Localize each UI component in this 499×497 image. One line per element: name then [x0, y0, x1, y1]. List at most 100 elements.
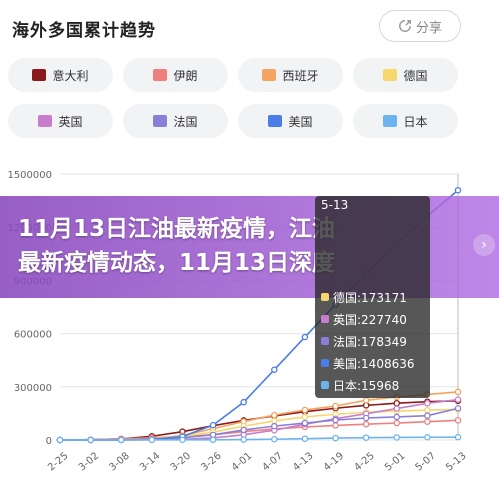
- data-point: [393, 399, 401, 407]
- data-point: [454, 417, 462, 424]
- data-point: [424, 418, 431, 425]
- data-point: [301, 406, 309, 414]
- tooltip-date: 5-13: [321, 198, 349, 212]
- legend-swatch: [268, 115, 283, 127]
- x-tick-label: 3-20: [169, 451, 193, 474]
- data-point: [393, 413, 401, 421]
- legend-swatch: [383, 69, 398, 81]
- tooltip-row: 美国:1408636: [321, 354, 415, 372]
- data-point: [393, 434, 401, 441]
- data-point: [454, 405, 462, 412]
- x-tick-label: 5-01: [383, 451, 407, 474]
- x-tick-label: 4-13: [291, 451, 315, 474]
- data-point: [301, 333, 309, 341]
- x-tick-label: 4-25: [352, 451, 376, 474]
- x-tick-label: 4-01: [230, 451, 254, 474]
- legend-swatch: [38, 115, 53, 127]
- data-point: [271, 366, 278, 373]
- tooltip-text: 日本:15968: [333, 378, 400, 393]
- data-point: [393, 419, 401, 427]
- data-point: [454, 186, 462, 194]
- x-tick-label: 4-07: [260, 451, 284, 474]
- data-point: [117, 436, 125, 444]
- data-point: [454, 396, 462, 403]
- data-point: [56, 436, 64, 444]
- y-tick-label: 300000: [14, 383, 52, 394]
- data-point: [240, 436, 247, 443]
- data-point: [332, 402, 339, 410]
- x-tick-label: 4-19: [322, 451, 346, 474]
- share-icon: [399, 20, 411, 32]
- data-point: [271, 422, 278, 430]
- series-line: [59, 436, 459, 441]
- data-point: [424, 406, 431, 414]
- legend-item-germany[interactable]: 德国: [353, 58, 458, 92]
- legend-item-uk[interactable]: 英国: [8, 104, 113, 138]
- data-point: [332, 416, 339, 424]
- tooltip-row: 德国:173171: [321, 288, 407, 306]
- legend-item-spain[interactable]: 西班牙: [238, 58, 343, 92]
- data-point: [454, 388, 462, 396]
- y-tick-label: 0: [46, 436, 52, 447]
- tooltip-row: 英国:227740: [321, 310, 407, 328]
- share-label: 分享: [415, 20, 442, 36]
- data-point: [148, 436, 156, 444]
- legend-item-usa[interactable]: 美国: [238, 104, 343, 138]
- data-point: [179, 436, 186, 444]
- chevron-right-icon[interactable]: ›: [473, 234, 495, 256]
- tooltip-swatch: [321, 293, 329, 301]
- data-point: [362, 397, 370, 404]
- data-point: [301, 419, 309, 427]
- legend-item-japan[interactable]: 日本: [353, 104, 458, 138]
- chart-tooltip: 5-13 德国:173171 英国:227740 法国:178349 美国:14…: [315, 196, 430, 398]
- data-point: [271, 417, 278, 425]
- tooltip-swatch: [321, 337, 329, 345]
- data-point: [87, 436, 94, 444]
- x-tick-label: 3-26: [199, 451, 223, 474]
- data-point: [424, 433, 431, 441]
- legend-item-france[interactable]: 法国: [123, 104, 228, 138]
- legend-swatch: [153, 115, 168, 127]
- x-tick-label: 3-02: [77, 451, 101, 474]
- data-point: [271, 435, 278, 443]
- data-point: [301, 435, 309, 442]
- headline-line-2: 最新疫情动态，11月13日深度: [18, 250, 336, 276]
- data-point: [393, 405, 401, 412]
- data-point: [332, 422, 339, 429]
- data-point: [240, 426, 247, 434]
- share-button[interactable]: 分享: [379, 10, 461, 42]
- legend-label: 美国: [288, 114, 313, 129]
- data-point: [209, 421, 217, 429]
- data-point: [362, 414, 370, 422]
- legend-item-iran[interactable]: 伊朗: [123, 58, 228, 92]
- y-tick-label: 600000: [14, 330, 52, 341]
- legend-label: 德国: [403, 68, 428, 83]
- x-tick-label: 3-08: [107, 451, 131, 474]
- x-tick-label: 2-25: [46, 451, 70, 474]
- legend-swatch: [262, 69, 277, 81]
- tooltip-row: 法国:178349: [321, 332, 407, 350]
- legend-label: 法国: [173, 114, 198, 129]
- legend-item-italy[interactable]: 意大利: [8, 58, 113, 92]
- tooltip-text: 法国:178349: [333, 334, 407, 349]
- data-point: [301, 413, 309, 421]
- legend-swatch: [383, 115, 398, 127]
- x-tick-label: 5-07: [414, 451, 438, 474]
- y-tick-label: 1500000: [7, 170, 52, 181]
- tooltip-swatch: [321, 381, 329, 389]
- data-point: [332, 434, 339, 442]
- tooltip-text: 美国:1408636: [333, 356, 415, 371]
- legend-label: 日本: [403, 114, 428, 129]
- legend: 意大利 伊朗 西班牙 德国 英国 法国 美国 日本: [8, 58, 460, 138]
- x-tick-label: 5-13: [444, 451, 468, 474]
- x-tick-label: 3-14: [138, 451, 162, 474]
- legend-label: 意大利: [52, 68, 89, 83]
- tooltip-swatch: [321, 315, 329, 323]
- legend-label: 伊朗: [173, 68, 198, 83]
- tooltip-swatch: [321, 359, 329, 367]
- data-point: [271, 411, 278, 419]
- tooltip-text: 英国:227740: [333, 312, 407, 327]
- legend-label: 西班牙: [282, 68, 319, 83]
- tooltip-text: 德国:173171: [333, 290, 407, 305]
- page-title: 海外多国累计趋势: [12, 21, 156, 41]
